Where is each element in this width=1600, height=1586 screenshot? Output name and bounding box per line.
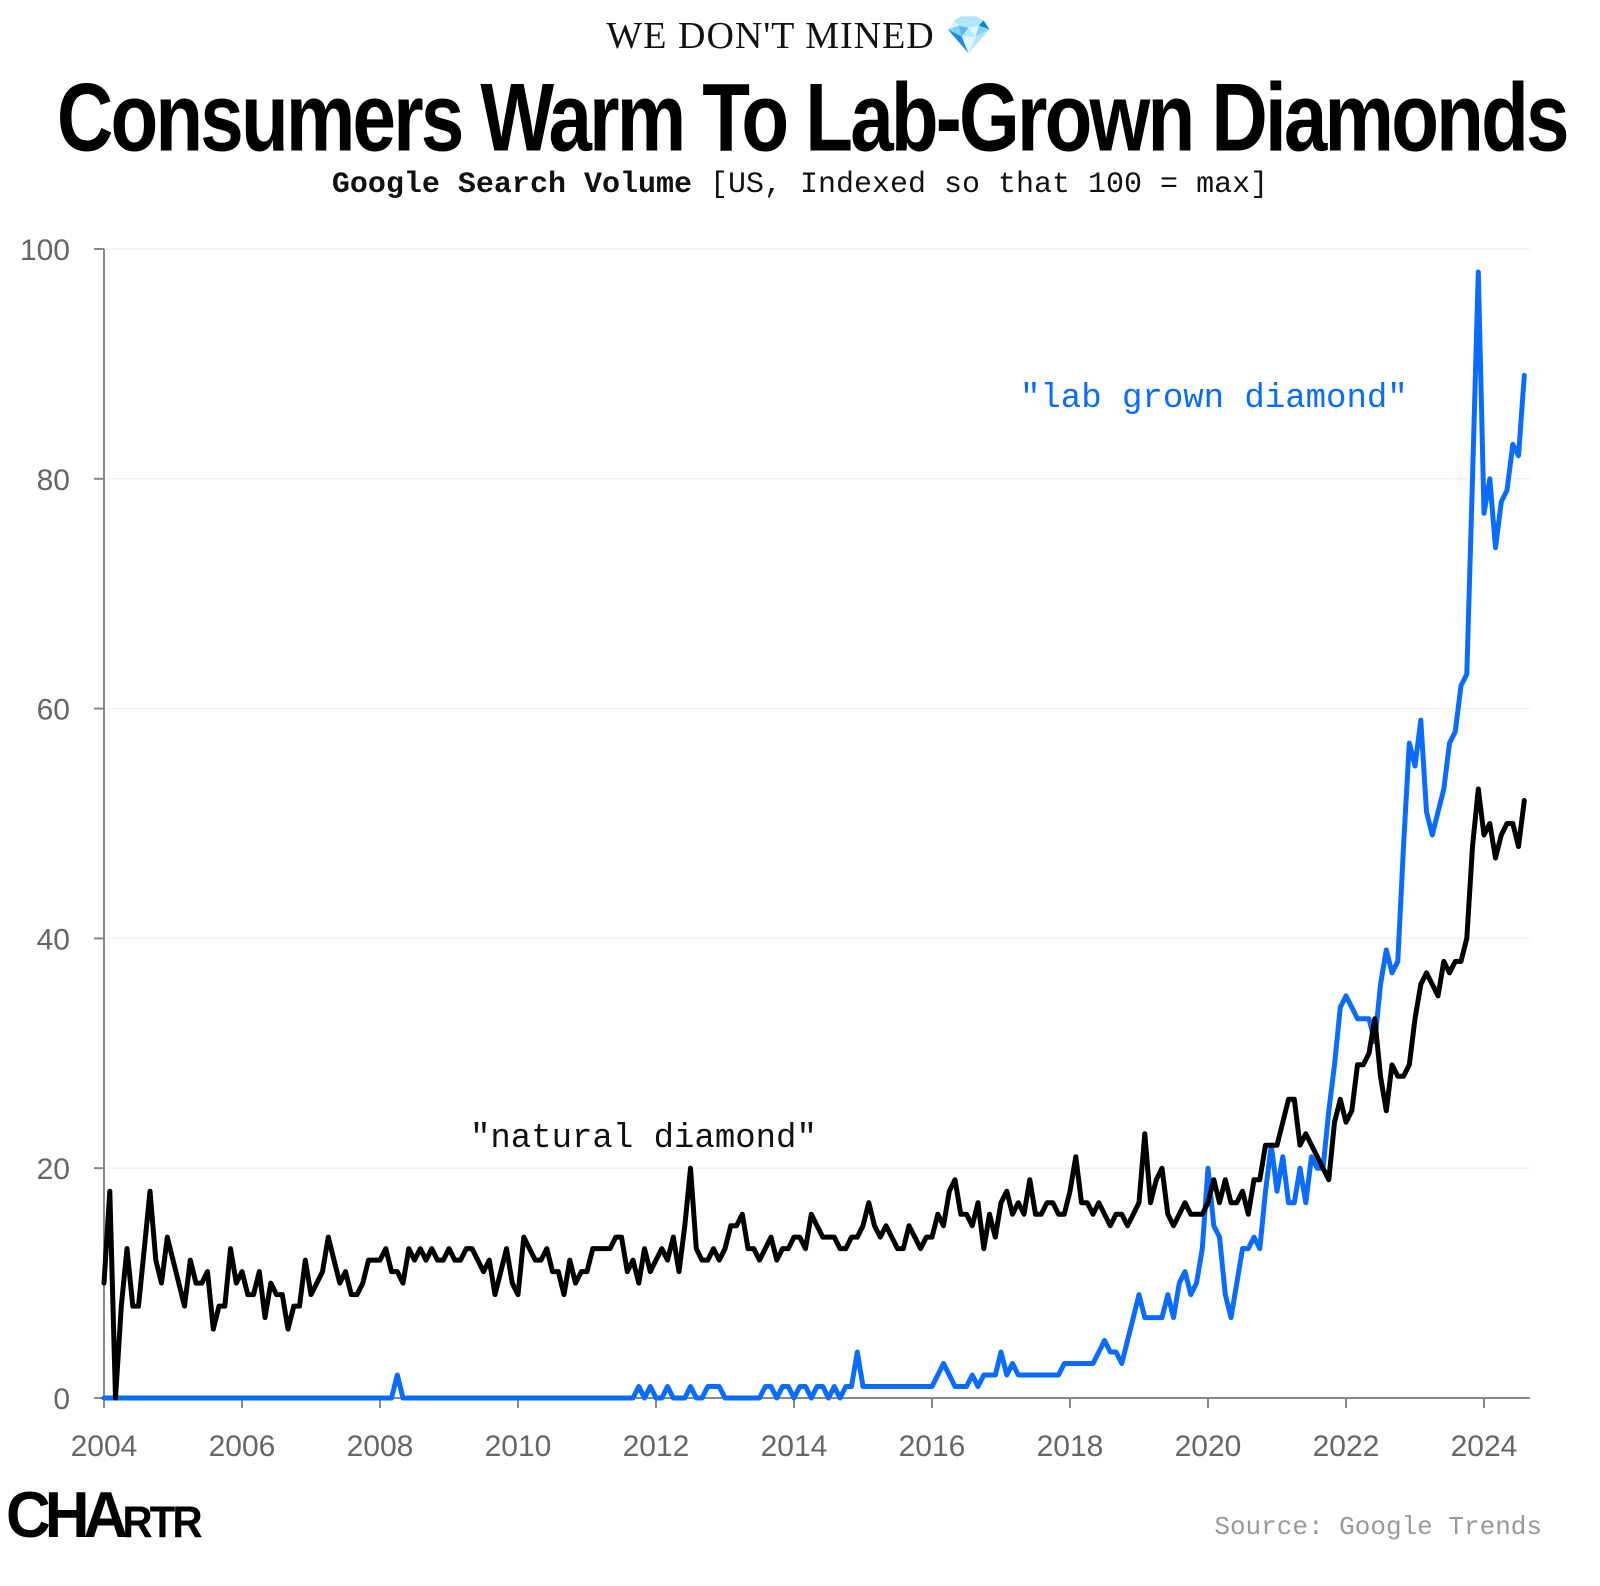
x-tick-label: 2008 bbox=[347, 1430, 414, 1463]
grid bbox=[104, 248, 1530, 1169]
axes: 0 20 40 60 80 100 2004 2006 2008 2010 2012 2014 2016… bbox=[20, 234, 1530, 1463]
x-tick-label: 2018 bbox=[1037, 1430, 1104, 1463]
x-tick-label: 2014 bbox=[761, 1430, 828, 1463]
y-tick-label: 60 bbox=[37, 694, 70, 727]
subtitle-bold: Google Search Volume bbox=[331, 168, 692, 202]
chart-subtitle: Google Search Volume [US, Indexed so tha… bbox=[0, 168, 1600, 202]
kicker: WE DON'T MINED 💎 bbox=[606, 15, 994, 57]
y-tick-label: 100 bbox=[20, 234, 70, 267]
series-line-natural-diamond bbox=[101, 786, 1527, 1401]
x-tick-label: 2006 bbox=[209, 1430, 276, 1463]
x-tick-label: 2022 bbox=[1313, 1430, 1380, 1463]
annotation-natural-diamond: "natural diamond" bbox=[470, 1120, 817, 1158]
subtitle-rest: [US, Indexed so that 100 = max] bbox=[709, 168, 1269, 202]
x-tick-label: 2004 bbox=[71, 1430, 138, 1463]
annotation-lab-grown-diamond: "lab grown diamond" bbox=[1020, 380, 1408, 418]
y-tick-label: 0 bbox=[53, 1383, 70, 1416]
series-line-lab-grown-diamond bbox=[101, 269, 1527, 1401]
y-tick-label: 40 bbox=[37, 923, 70, 956]
chart-title: Consumers Warm To Lab-Grown Diamonds bbox=[56, 63, 1570, 172]
x-tick-label: 2024 bbox=[1451, 1430, 1518, 1463]
source-note: Source: Google Trends bbox=[1214, 1512, 1542, 1542]
x-tick-label: 2016 bbox=[899, 1430, 966, 1463]
x-tick-label: 2012 bbox=[623, 1430, 690, 1463]
chartr-logo: CHARTR bbox=[6, 1479, 203, 1552]
x-tick-label: 2020 bbox=[1175, 1430, 1242, 1463]
x-tick-label: 2010 bbox=[485, 1430, 552, 1463]
y-tick-label: 20 bbox=[37, 1153, 70, 1186]
series-lines bbox=[101, 269, 1527, 1401]
title-wrapper: Consumers Warm To Lab-Grown Diamonds bbox=[0, 62, 1600, 171]
y-tick-label: 80 bbox=[37, 464, 70, 497]
